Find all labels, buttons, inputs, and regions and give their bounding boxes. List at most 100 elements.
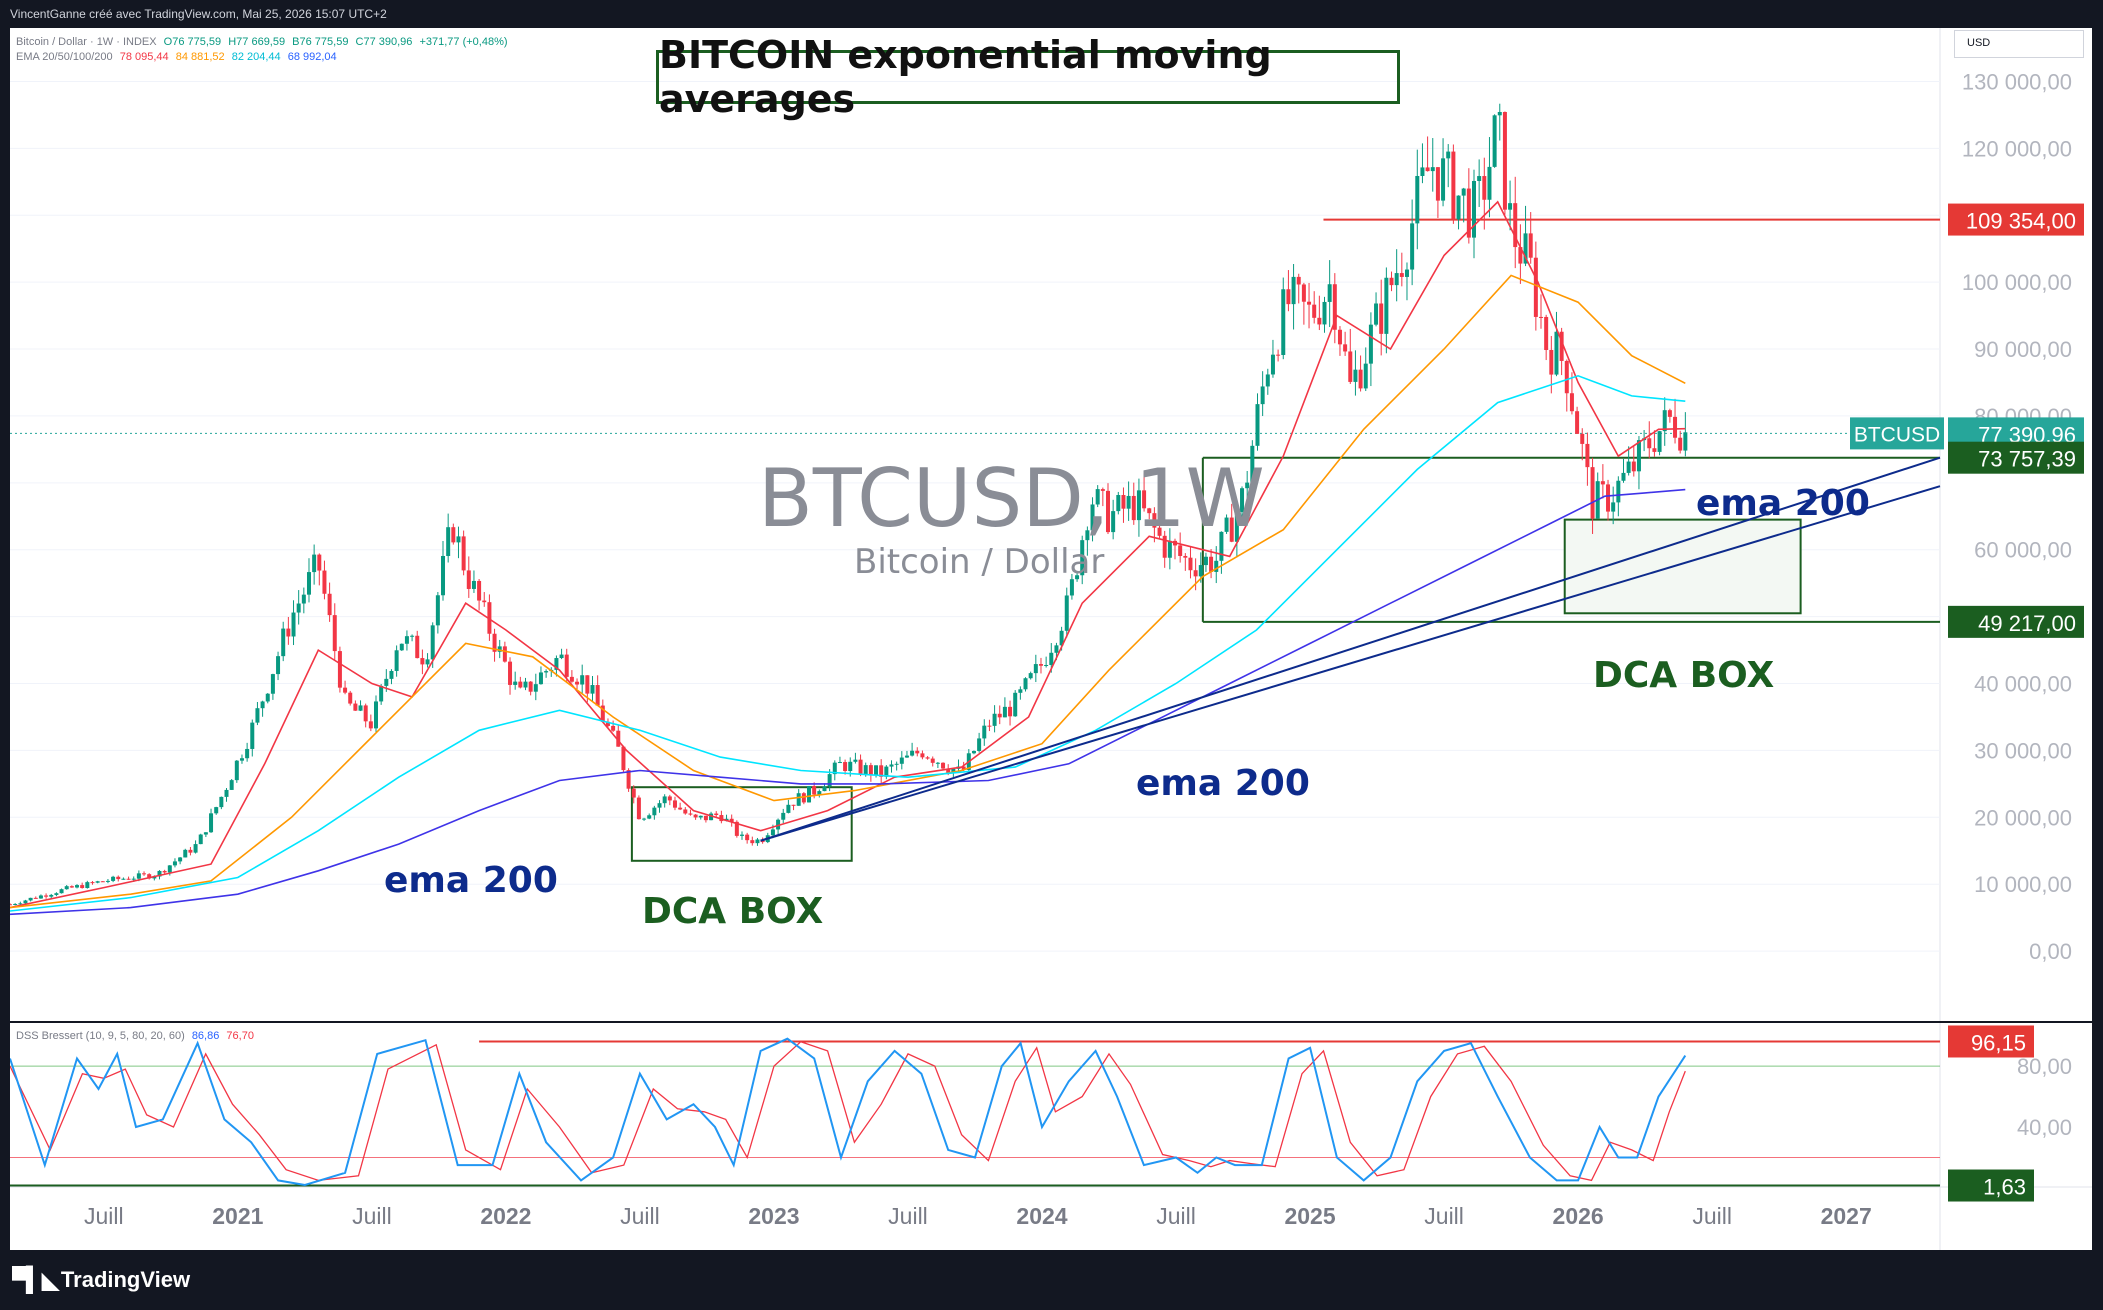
candle-body (1064, 595, 1069, 631)
candle-body (569, 676, 574, 682)
candle-body (13, 903, 18, 905)
candle-body (538, 672, 543, 685)
support-high-price-badge: 73 757,39 (1978, 447, 2076, 472)
candle-body (1038, 664, 1043, 666)
candle-body (1502, 111, 1507, 210)
candle-body (544, 671, 549, 673)
candle-body (1626, 461, 1631, 473)
candle-body (1549, 349, 1554, 375)
candle-body (1425, 167, 1430, 172)
symbol-legend[interactable]: Bitcoin / Dollar · 1W · INDEX O76 775,59… (16, 36, 512, 48)
chart-title: BITCOIN exponential moving averages (656, 33, 1400, 121)
candle-body (59, 889, 64, 894)
candle-body (178, 857, 183, 862)
candle-body (343, 687, 348, 693)
price-chart-svg[interactable]: 0,00 10 000,00 20 000,00 30 000,00 40 000,00… (10, 28, 2092, 1250)
candle-body (353, 703, 358, 711)
support-low-price-badge-bg (1948, 605, 2084, 638)
time-tick-label: Juill (352, 1203, 392, 1229)
candle-body (239, 758, 244, 761)
candle-body (1203, 556, 1208, 566)
candle-body (868, 765, 873, 776)
candle-body (1312, 304, 1317, 318)
chart-area[interactable]: 0,00 10 000,00 20 000,00 30 000,00 40 000,00… (10, 28, 2092, 1250)
candle-body (54, 893, 59, 895)
symbol-tag-bg (1850, 417, 1944, 450)
candle-body (38, 895, 43, 899)
dca-box-label-2026: DCA BOX (1593, 655, 1774, 696)
candle-body (482, 600, 487, 603)
candle-body (801, 793, 806, 803)
candle-body (245, 748, 250, 759)
candle-body (1410, 223, 1415, 270)
candle-body (1100, 489, 1105, 491)
currency-selector[interactable]: USD (1954, 30, 2084, 58)
candle-body (1162, 535, 1167, 558)
candle-body (580, 675, 585, 685)
gridlines (10, 80, 1940, 952)
candle-body (1044, 664, 1049, 666)
candle-body (1389, 277, 1394, 286)
candle-body (384, 678, 389, 686)
candle-body (435, 595, 440, 626)
candle-body (142, 873, 147, 875)
time-tick-label: Juill (620, 1203, 660, 1229)
ema200-label-2024: ema 200 (1136, 763, 1310, 804)
candle-body (1276, 354, 1281, 356)
candle-body (987, 725, 992, 727)
candle-body (1461, 188, 1466, 196)
candle-body (1420, 167, 1425, 176)
candle-body (136, 873, 141, 879)
candle-body (1085, 530, 1090, 541)
candle-body (817, 791, 822, 795)
osc-high-badge-bg (1948, 1025, 2034, 1058)
candle-body (317, 554, 322, 571)
candle-body (827, 774, 832, 787)
candle-body (1358, 369, 1363, 389)
tradingview-logo-icon[interactable]: ▀▍◣ (12, 1266, 60, 1294)
candle-body (874, 765, 879, 776)
candle-body (441, 555, 446, 596)
candle-body (1255, 404, 1260, 446)
ema-legend[interactable]: EMA 20/50/100/200 78 095,44 84 881,52 82… (16, 51, 341, 63)
candle-body (683, 809, 688, 814)
candle-body (1544, 316, 1549, 350)
candle-body (559, 654, 564, 659)
candle-body (466, 570, 471, 589)
candle-body (832, 762, 837, 775)
candle-body (1214, 560, 1219, 572)
candle-body (1080, 540, 1085, 576)
candle-body (1069, 579, 1074, 596)
candle-body (1559, 331, 1564, 361)
legend-osc-name: DSS Bressert (10, 9, 5, 80, 20, 60) (16, 1030, 185, 1042)
ema200-label-2026: ema 200 (1696, 483, 1870, 524)
price-series (10, 103, 1688, 906)
resistance-price-badge-bg (1948, 203, 2084, 236)
price-axis[interactable]: 0,00 10 000,00 20 000,00 30 000,00 40 000,00… (1962, 69, 2072, 1140)
candle-body (306, 572, 311, 595)
candle-body (425, 659, 430, 665)
candle-body (1533, 257, 1538, 317)
candle-body (1564, 360, 1569, 394)
candle-body (853, 759, 858, 762)
candle-body (80, 885, 85, 889)
candle-body (1059, 630, 1064, 646)
candle-body (1611, 502, 1616, 512)
candle-body (1518, 247, 1523, 264)
candle-body (1487, 166, 1492, 200)
candle-body (410, 635, 415, 637)
candle-body (714, 813, 719, 816)
brand-name[interactable]: TradingView (60, 1267, 191, 1292)
candle-body (1647, 438, 1652, 449)
legend-osc-d-value: 76,70 (226, 1030, 254, 1042)
candle-body (260, 701, 265, 709)
candle-body (611, 725, 616, 731)
candle-body (1554, 331, 1559, 375)
time-axis[interactable]: Juill 2021 Juill 2022 Juill 2023 Juill 2024 Juil… (84, 1203, 1872, 1229)
osc-low-badge: 1,63 (1983, 1175, 2026, 1200)
oscillator-legend[interactable]: DSS Bressert (10, 9, 5, 80, 20, 60) 86,8… (16, 1030, 258, 1042)
candle-body (575, 681, 580, 685)
candle-body (1415, 175, 1420, 224)
candle-body (636, 797, 641, 820)
